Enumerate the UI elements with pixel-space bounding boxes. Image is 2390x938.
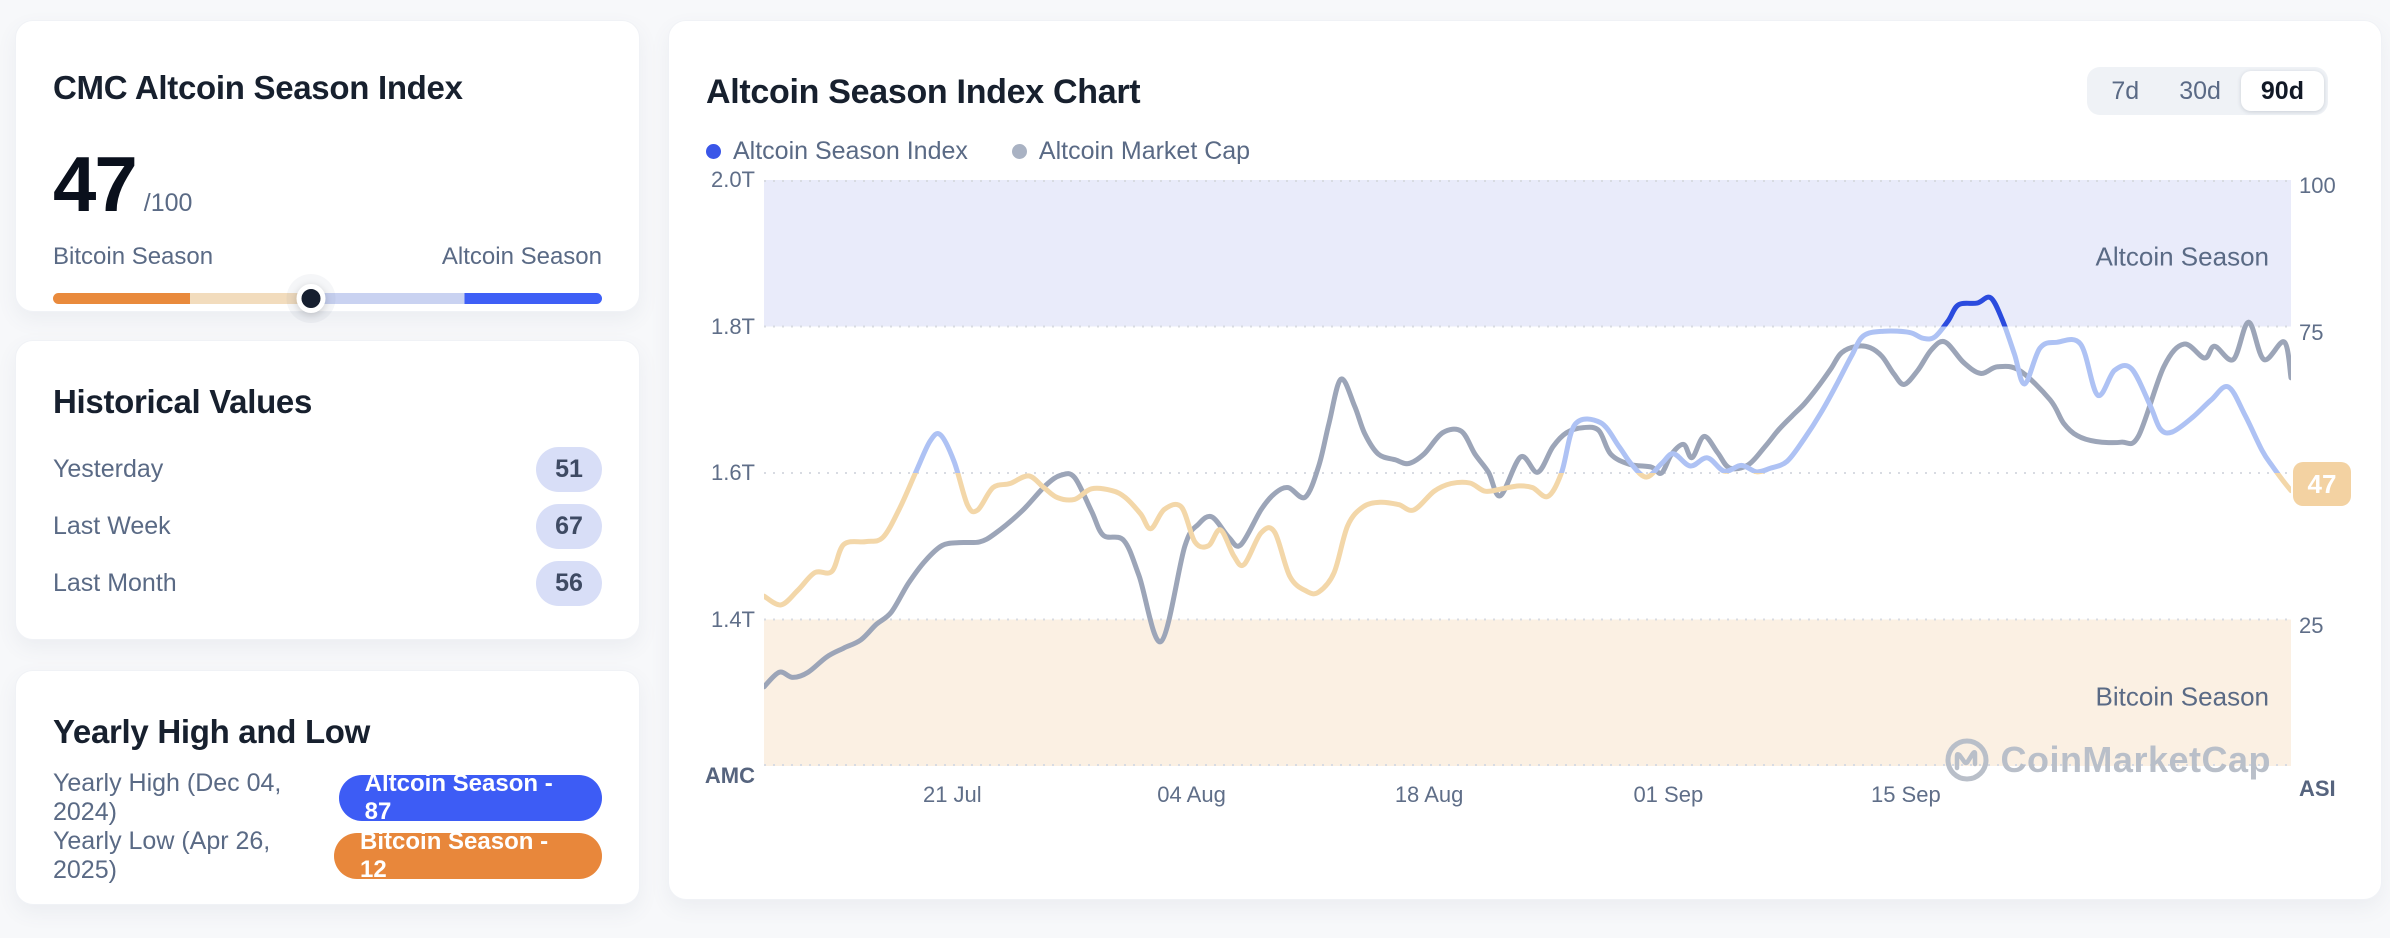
season-slider-knob — [296, 284, 326, 313]
season-index-value: 47 — [53, 140, 138, 228]
bitcoin-season-band — [764, 619, 2291, 766]
season-card-title: CMC Altcoin Season Index — [53, 69, 463, 106]
historical-row-value-badge: 56 — [536, 561, 602, 606]
historical-card-title: Historical Values — [53, 383, 313, 420]
yearly-high-low-card: Yearly High and Low Yearly High (Dec 04,… — [15, 670, 640, 905]
historical-row-label: Last Week — [53, 512, 171, 540]
season-index-value-row: 47 /100 — [53, 139, 192, 230]
watermark-text: CoinMarketCap — [2000, 739, 2271, 780]
historical-row-label: Last Month — [53, 569, 177, 597]
legend-label: Altcoin Season Index — [733, 137, 968, 165]
yearly-high-label: Yearly High (Dec 04, 2024) — [53, 769, 282, 826]
legend-item-altcoin-market-cap[interactable]: Altcoin Market Cap — [1011, 137, 1251, 166]
historical-values-card: Historical Values Yesterday 51 Last Week… — [15, 340, 640, 640]
yearly-high-badge: Altcoin Season - 87 — [338, 770, 602, 825]
season-index-denominator: /100 — [143, 189, 193, 217]
left-axis-tick: 1.8T — [710, 313, 755, 339]
chart-plot-area[interactable] — [764, 180, 2291, 766]
range-button-90d[interactable]: 90d — [2240, 71, 2324, 111]
historical-row-yesterday: Yesterday 51 — [53, 441, 602, 498]
altcoin-season-band — [764, 180, 2291, 327]
historical-row-last-month: Last Month 56 — [53, 555, 602, 612]
coinmarketcap-logo-icon — [1945, 738, 1989, 782]
yearly-card-title: Yearly High and Low — [53, 713, 371, 750]
x-axis-tick: 04 Aug — [1157, 782, 1226, 807]
legend-dot-index — [706, 144, 721, 159]
altcoin-season-index-chart-card: Altcoin Season Index Chart Altcoin Seaso… — [668, 20, 2382, 900]
x-axis-tick: 01 Sep — [1633, 782, 1704, 807]
right-axis-tick: 75 — [2299, 319, 2324, 345]
legend-dot-mcap — [1011, 144, 1027, 159]
altcoin-season-label: Altcoin Season — [441, 243, 602, 270]
legend-item-altcoin-season-index[interactable]: Altcoin Season Index — [706, 137, 968, 166]
left-axis-title: AMC — [704, 763, 755, 788]
coinmarketcap-watermark: CoinMarketCap — [1944, 737, 2271, 783]
x-axis-tick: 21 Jul — [922, 782, 982, 807]
yearly-low-badge: Bitcoin Season - 12 — [334, 828, 602, 883]
altcoin-season-index-card: CMC Altcoin Season Index 47 /100 Bitcoin… — [15, 20, 640, 313]
altcoin-season-index-line — [912, 326, 2281, 473]
bitcoin-season-label: Bitcoin Season — [53, 243, 214, 270]
chart-legend: Altcoin Season Index Altcoin Market Cap — [706, 137, 1250, 166]
left-axis-tick: 1.6T — [710, 460, 755, 485]
altcoin-season-zone-label: Altcoin Season — [2095, 241, 2269, 272]
right-axis-tick: 25 — [2299, 612, 2324, 638]
season-slider-track — [53, 293, 602, 304]
historical-row-value-badge: 67 — [536, 504, 602, 549]
x-axis-tick: 15 Sep — [1870, 782, 1941, 807]
legend-label: Altcoin Market Cap — [1038, 137, 1251, 165]
range-selector: 7d 30d 90d — [2087, 67, 2328, 115]
yearly-low-label: Yearly Low (Apr 26, 2025) — [53, 827, 271, 884]
season-slider — [53, 283, 602, 313]
historical-row-value-badge: 51 — [536, 447, 602, 492]
range-button-30d[interactable]: 30d — [2179, 76, 2221, 105]
right-axis-title: ASI — [2299, 776, 2336, 801]
altcoin-season-index-line — [764, 473, 2291, 608]
current-value-badge: 47 — [2293, 462, 2351, 506]
historical-row-last-week: Last Week 67 — [53, 498, 602, 555]
historical-row-label: Yesterday — [53, 455, 164, 483]
x-axis-tick: 18 Aug — [1394, 782, 1464, 807]
chart-title: Altcoin Season Index Chart — [706, 73, 1141, 111]
range-button-7d[interactable]: 7d — [2111, 76, 2140, 105]
yearly-low-row: Yearly Low (Apr 26, 2025) Bitcoin Season… — [53, 827, 602, 885]
yearly-high-row: Yearly High (Dec 04, 2024) Altcoin Seaso… — [53, 769, 602, 827]
bitcoin-season-zone-label: Bitcoin Season — [2095, 681, 2269, 712]
left-axis-tick: 1.4T — [710, 606, 755, 632]
right-axis-tick: 100 — [2299, 173, 2336, 198]
altcoin-market-cap-line — [764, 319, 2291, 690]
left-axis-tick: 2.0T — [710, 167, 755, 192]
